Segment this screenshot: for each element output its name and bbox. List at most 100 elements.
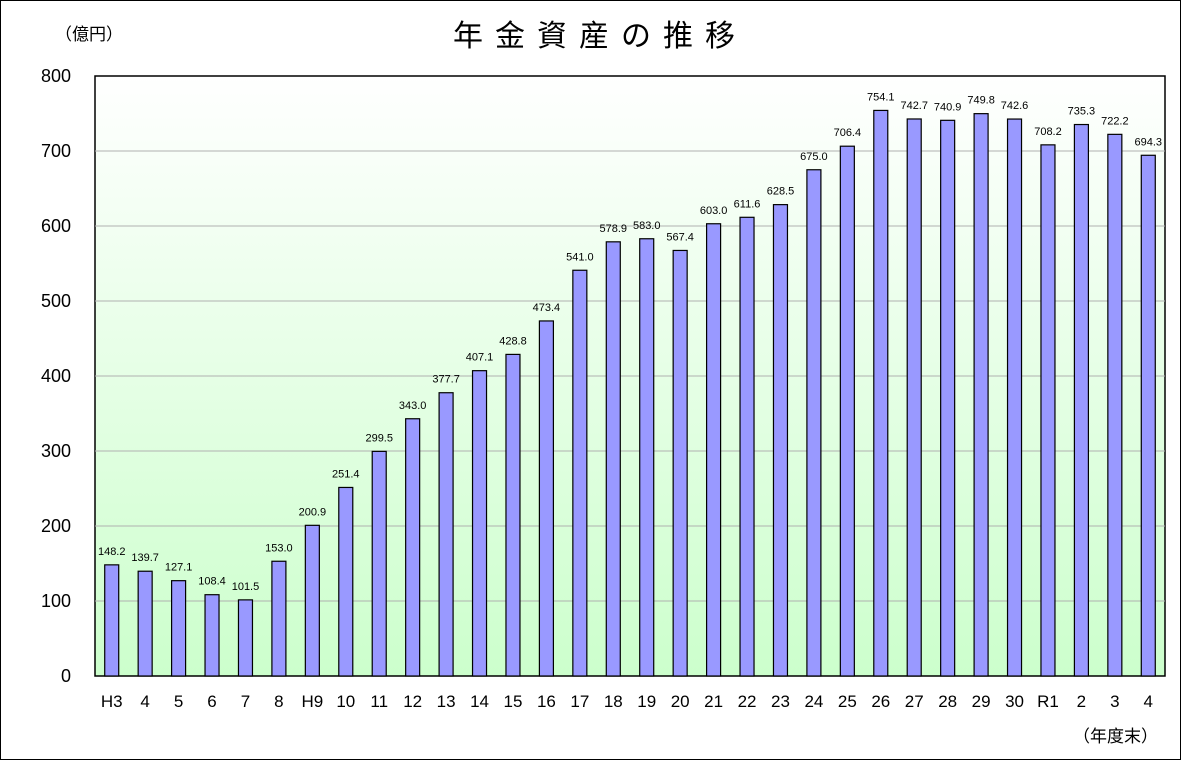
- bar: [906, 118, 922, 677]
- bar: [538, 320, 555, 677]
- x-tick-label: 19: [637, 692, 656, 711]
- data-label: 541.0: [566, 251, 594, 263]
- bar: [237, 599, 254, 677]
- bar: [438, 392, 454, 677]
- bar: [137, 570, 153, 677]
- x-tick-label: 23: [771, 692, 790, 711]
- data-label: 299.5: [365, 432, 393, 444]
- x-tick-label: R1: [1037, 692, 1059, 711]
- data-label: 708.2: [1034, 126, 1062, 138]
- bar: [1040, 144, 1056, 677]
- y-tick-label: 600: [41, 216, 71, 236]
- x-axis-ticks: H3 4 5 6 7 8 H9 10 11 12 13 14 15 16 17 18 19 20 21 22 23 24 2…: [101, 692, 1153, 711]
- x-tick-label: 11: [370, 692, 388, 711]
- data-label: 578.9: [600, 223, 628, 235]
- data-label: 603.0: [700, 205, 728, 217]
- data-labels: 148.2 139.7 127.1 108.4 101.5 153.0 200.9 251.4…: [98, 91, 1162, 592]
- bar: [338, 486, 354, 677]
- y-tick-label: 100: [41, 591, 71, 611]
- bar: [405, 418, 421, 677]
- data-label: 343.0: [399, 400, 427, 412]
- data-label: 377.7: [432, 374, 460, 386]
- x-tick-label: 4: [1144, 692, 1153, 711]
- data-label: 742.6: [1001, 100, 1029, 112]
- x-tick-label: 17: [570, 692, 589, 711]
- data-label: 407.1: [466, 352, 494, 364]
- data-label: 628.5: [767, 186, 795, 198]
- bar: [639, 238, 655, 677]
- x-tick-label: 8: [274, 692, 283, 711]
- x-tick-label: 24: [804, 692, 823, 711]
- bar: [772, 204, 789, 677]
- data-label: 611.6: [734, 198, 761, 210]
- x-axis-unit-label: （年度末）: [1073, 727, 1158, 747]
- data-label: 148.2: [98, 546, 126, 558]
- x-tick-label: 22: [738, 692, 757, 711]
- data-label: 101.5: [232, 581, 260, 593]
- bar: [471, 370, 488, 677]
- x-tick-label: 28: [938, 692, 957, 711]
- data-label: 428.8: [499, 335, 527, 347]
- x-tick-label: H9: [301, 692, 323, 711]
- bar: [104, 564, 120, 677]
- data-label: 127.1: [165, 562, 193, 574]
- y-axis-unit-label: （億円）: [55, 25, 123, 45]
- x-tick-label: 15: [504, 692, 523, 711]
- data-label: 139.7: [131, 552, 159, 564]
- data-label: 108.4: [198, 576, 226, 588]
- x-tick-label: 30: [1005, 692, 1024, 711]
- x-tick-label: H3: [101, 692, 123, 711]
- x-tick-label: 3: [1110, 692, 1119, 711]
- bar: [204, 594, 220, 677]
- x-tick-label: 27: [905, 692, 924, 711]
- data-label: 694.3: [1135, 136, 1163, 148]
- y-tick-label: 300: [41, 441, 71, 461]
- bar: [940, 119, 956, 677]
- bar: [304, 524, 320, 677]
- data-label: 200.9: [299, 506, 327, 518]
- data-label: 251.4: [332, 468, 360, 480]
- y-tick-label: 200: [41, 516, 71, 536]
- data-label: 583.0: [633, 220, 661, 232]
- bar: [1006, 118, 1023, 677]
- data-label: 473.4: [533, 302, 561, 314]
- bar: [170, 580, 187, 677]
- bar: [371, 450, 387, 677]
- data-label: 706.4: [834, 127, 862, 139]
- bar: [839, 145, 855, 677]
- x-tick-label: 7: [241, 692, 250, 711]
- bar: [572, 269, 588, 677]
- x-tick-label: 12: [403, 692, 422, 711]
- x-tick-label: 2: [1077, 692, 1086, 711]
- bar: [1140, 154, 1156, 677]
- bar: [1107, 133, 1123, 677]
- bars: [104, 109, 1156, 677]
- bar: [505, 353, 521, 677]
- x-tick-label: 20: [671, 692, 690, 711]
- bar: [705, 223, 722, 677]
- bar: [873, 109, 889, 677]
- x-tick-label: 10: [336, 692, 355, 711]
- x-tick-label: 29: [972, 692, 991, 711]
- bar: [1073, 123, 1090, 677]
- x-tick-label: 13: [437, 692, 456, 711]
- y-tick-label: 800: [41, 66, 71, 86]
- bar: [806, 169, 822, 677]
- data-label: 567.4: [666, 231, 694, 243]
- y-tick-label: 400: [41, 366, 71, 386]
- bar: [973, 113, 989, 677]
- bar: [672, 249, 688, 677]
- bar: [271, 560, 287, 677]
- x-tick-label: 16: [537, 692, 556, 711]
- bar: [739, 216, 755, 677]
- x-tick-label: 18: [604, 692, 623, 711]
- x-tick-label: 5: [174, 692, 183, 711]
- data-label: 740.9: [934, 101, 962, 113]
- x-tick-label: 25: [838, 692, 857, 711]
- y-tick-label: 0: [61, 666, 71, 686]
- data-label: 153.0: [265, 542, 293, 554]
- data-label: 749.8: [967, 95, 995, 107]
- data-label: 722.2: [1101, 115, 1129, 127]
- x-tick-label: 21: [704, 692, 723, 711]
